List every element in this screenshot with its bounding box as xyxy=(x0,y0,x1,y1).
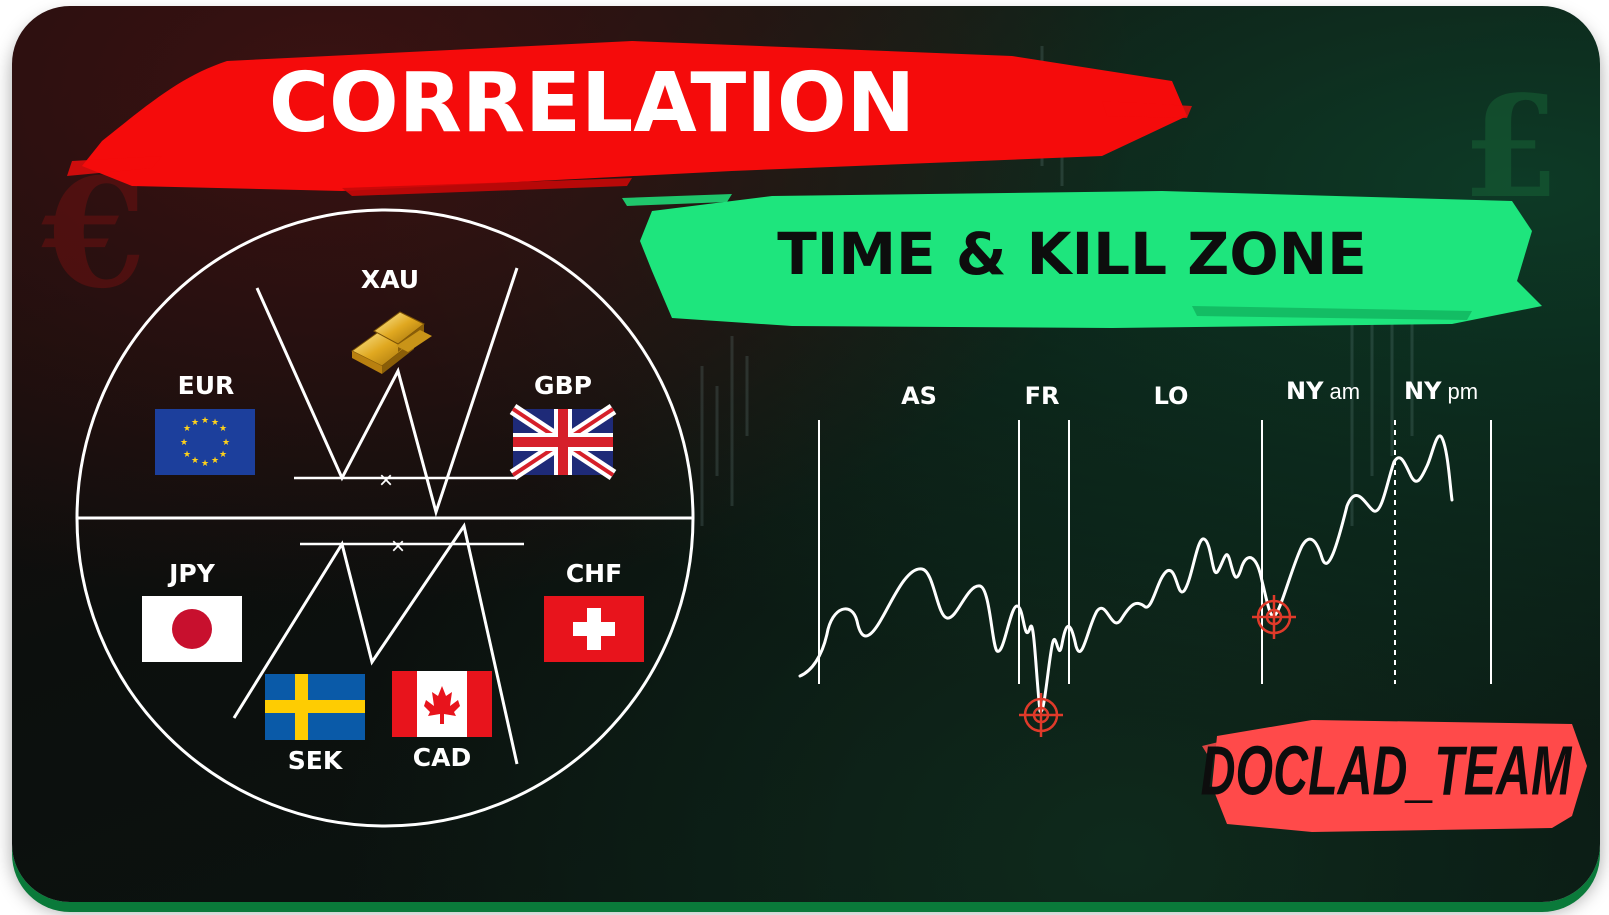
svg-text:★: ★ xyxy=(191,456,199,466)
svg-text:★: ★ xyxy=(219,424,227,434)
session-label-as: AS xyxy=(901,382,937,410)
lower-cross-mark: × xyxy=(391,533,405,560)
svg-text:★: ★ xyxy=(201,459,209,469)
asset-label-cad: CAD xyxy=(413,743,471,772)
uk-flag-icon xyxy=(509,403,617,481)
session-chart xyxy=(798,420,1492,737)
asset-label-eur: EUR xyxy=(178,371,235,400)
session-label-fr: FR xyxy=(1025,382,1060,410)
svg-text:★: ★ xyxy=(222,438,230,448)
session-label-ny-am: NY am xyxy=(1286,377,1360,405)
sweden-flag-icon xyxy=(265,674,365,740)
page-title: CORRELATION xyxy=(269,56,915,151)
svg-text:★: ★ xyxy=(219,450,227,460)
session-label-lo: LO xyxy=(1154,382,1189,410)
team-badge-label: DOCLAD_TEAM xyxy=(1201,732,1573,810)
thumbnail-canvas: € £ CORRELATION TIME & KILL ZONE × × XAU xyxy=(41,41,1587,832)
asset-label-gbp: GBP xyxy=(534,371,592,400)
svg-text:★: ★ xyxy=(201,416,209,426)
gold-bars-icon xyxy=(351,311,432,374)
svg-text:★: ★ xyxy=(211,456,219,466)
svg-text:★: ★ xyxy=(211,418,219,428)
price-line xyxy=(798,434,1454,713)
svg-text:★: ★ xyxy=(191,418,199,428)
switzerland-flag-icon xyxy=(544,596,644,662)
thumbnail-card: € £ CORRELATION TIME & KILL ZONE × × XAU xyxy=(12,6,1600,902)
lower-pattern-line xyxy=(232,522,519,765)
asset-label-xau: XAU xyxy=(361,265,419,294)
asset-label-jpy: JPY xyxy=(167,559,216,588)
currency-wheel: × × xyxy=(75,208,695,828)
team-badge xyxy=(1202,720,1587,832)
canada-flag-icon xyxy=(392,671,492,737)
title-banner xyxy=(67,41,1192,196)
subtitle-banner xyxy=(622,191,1542,328)
japan-flag-icon xyxy=(142,596,242,662)
target-marker-icon xyxy=(1252,595,1296,639)
page-subtitle: TIME & KILL ZONE xyxy=(777,220,1367,288)
asset-label-sek: SEK xyxy=(288,746,344,775)
upper-cross-mark: × xyxy=(379,467,393,494)
upper-pattern-line xyxy=(255,267,519,518)
svg-text:★: ★ xyxy=(180,438,188,448)
svg-text:★: ★ xyxy=(183,424,191,434)
svg-text:★: ★ xyxy=(183,450,191,460)
target-marker-icon xyxy=(1019,693,1063,737)
session-label-ny-pm: NY pm xyxy=(1404,377,1478,405)
asset-label-chf: CHF xyxy=(566,559,622,588)
eu-flag-icon: ★ ★★ ★★★ ★★★ ★★★ xyxy=(155,409,255,475)
